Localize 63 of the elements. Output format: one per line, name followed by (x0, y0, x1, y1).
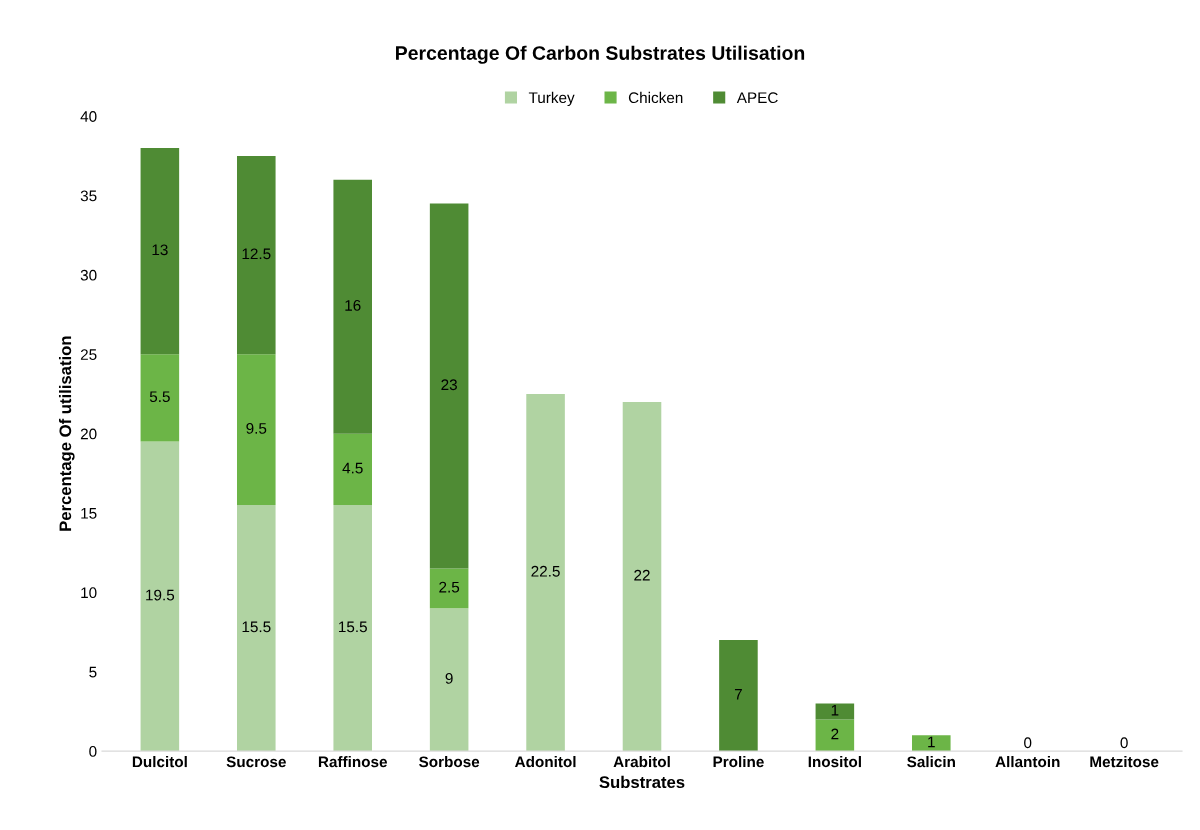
data-label: 23 (441, 379, 457, 391)
bar (140, 441, 180, 752)
data-label: 22.5 (531, 565, 560, 577)
bar (333, 179, 372, 434)
data-label: 19.5 (146, 589, 175, 601)
data-label: 22 (634, 569, 650, 581)
y-tick-label: 5 (89, 666, 97, 678)
data-label: 2.5 (439, 581, 460, 593)
y-tick-label: 25 (80, 349, 97, 360)
data-label: 0 (1120, 737, 1128, 749)
bar (815, 719, 855, 752)
data-label: 13 (152, 244, 168, 256)
data-label: 12.5 (242, 248, 271, 260)
data-label: 15.5 (242, 621, 271, 633)
x-tick-label: Arabitol (613, 756, 670, 768)
bar (140, 354, 180, 442)
data-label: 7 (734, 689, 742, 700)
bar (622, 401, 662, 752)
x-tick-label: Adonitol (514, 756, 576, 768)
bar (333, 505, 372, 752)
data-label: 1 (831, 704, 839, 716)
data-label: 4.5 (342, 462, 363, 474)
legend-label: Turkey (528, 91, 575, 107)
y-tick-label: 30 (80, 269, 97, 281)
y-tick-label: 20 (80, 428, 97, 440)
bar (429, 608, 469, 752)
y-tick-label: 35 (80, 190, 97, 202)
data-label: 0 (1024, 737, 1032, 749)
y-tick-label: 40 (80, 111, 97, 122)
data-label: 2 (831, 728, 839, 740)
x-tick-label: Raffinose (318, 756, 387, 768)
data-label: 15.5 (339, 621, 367, 633)
y-axis-title: Percentage Of utilisation (58, 336, 75, 531)
x-tick-label: Allantoin (995, 756, 1060, 768)
data-label: 16 (345, 299, 361, 311)
y-tick-label: 15 (81, 508, 97, 519)
data-label: 1 (928, 736, 935, 748)
x-tick-label: Proline (713, 756, 764, 768)
x-tick-label: Metzitose (1090, 756, 1159, 768)
bar (429, 203, 469, 569)
y-tick-label: 0 (89, 746, 97, 757)
x-tick-label: Inositol (808, 756, 861, 768)
chart-title: Percentage Of Carbon Substrates Utilisation (396, 45, 805, 64)
data-label: 9.5 (246, 422, 267, 434)
data-label: 5.5 (149, 391, 170, 403)
bar (429, 568, 469, 609)
x-tick-label: Sucrose (226, 756, 286, 768)
x-tick-label: Salicin (907, 756, 955, 768)
bar (237, 505, 276, 752)
y-tick-label: 10 (81, 587, 97, 599)
x-axis-title: Substrates (599, 775, 685, 789)
legend-label: APEC (736, 92, 778, 104)
data-label: 9 (445, 673, 453, 684)
bar (526, 393, 565, 752)
bar (912, 735, 951, 752)
x-tick-label: Sorbose (419, 756, 480, 768)
x-tick-label: Dulcitol (132, 756, 187, 768)
bar (333, 433, 372, 506)
bar (719, 640, 758, 752)
bar (237, 354, 276, 506)
bar (237, 155, 276, 355)
bar (140, 147, 180, 355)
legend-label: Chicken (628, 91, 683, 104)
